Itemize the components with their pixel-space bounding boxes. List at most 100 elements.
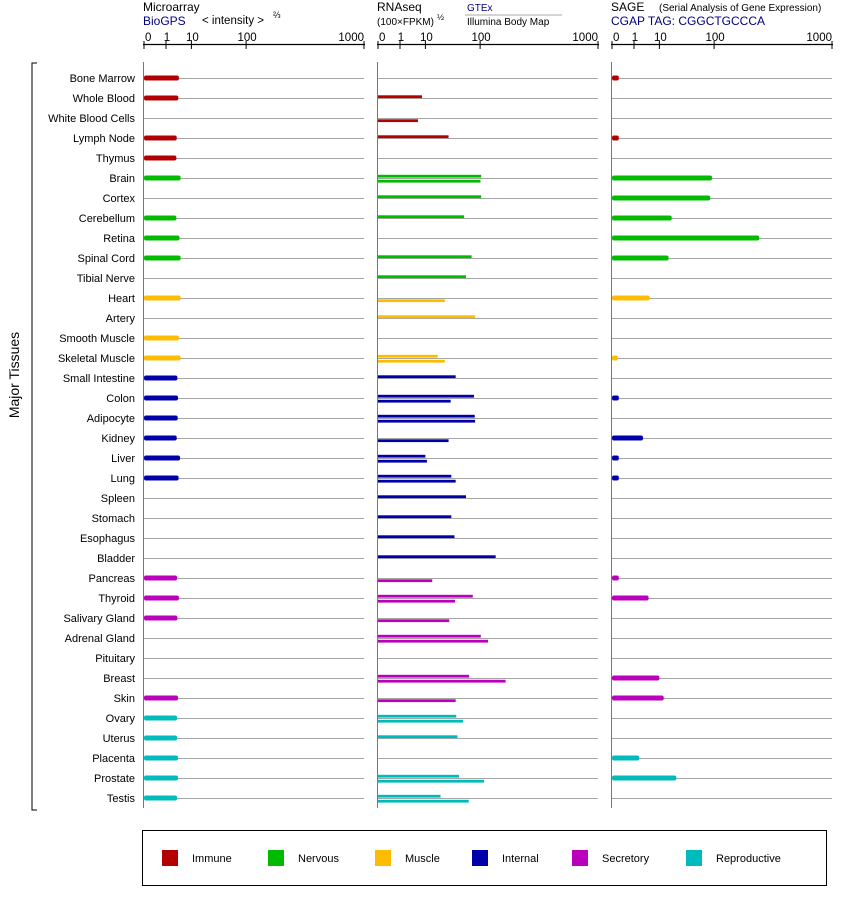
- tissue-label: Skeletal Muscle: [58, 353, 135, 365]
- x-tick-label: 0: [145, 32, 151, 44]
- bar-rnaseq-ibm: [378, 459, 427, 463]
- bar-sage: [612, 675, 660, 681]
- legend-label: Reproductive: [716, 853, 781, 865]
- bar-sage: [612, 475, 619, 481]
- tissue-label: Small Intestine: [63, 373, 135, 385]
- tissue-label: Salivary Gland: [63, 613, 135, 625]
- x-tick-label: 0: [379, 32, 385, 44]
- bar-microarray: [144, 235, 180, 241]
- tissue-label: Spinal Cord: [78, 253, 135, 265]
- y-group-label: Major Tissues: [6, 332, 22, 418]
- tissue-label: Adipocyte: [87, 413, 135, 425]
- bar-rnaseq-ibm: [378, 299, 445, 303]
- x-tick-label: 1000: [338, 32, 364, 44]
- bar-rnaseq-ibm: [378, 679, 506, 683]
- tissue-label: Liver: [111, 453, 135, 465]
- bar-rnaseq-gtex: [378, 535, 455, 539]
- x-tick-label: 100: [706, 32, 725, 44]
- tissue-label: Cerebellum: [79, 213, 135, 225]
- tissue-label: Lung: [111, 473, 135, 485]
- bar-microarray: [144, 615, 178, 621]
- bar-rnaseq-ibm: [378, 179, 481, 183]
- bar-sage: [612, 755, 640, 761]
- bar-microarray: [144, 795, 178, 801]
- bar-microarray: [144, 215, 177, 221]
- bar-rnaseq-gtex: [378, 414, 475, 418]
- microarray-source: BioGPS: [143, 14, 186, 28]
- bar-rnaseq-ibm: [378, 439, 449, 443]
- bar-microarray: [144, 155, 177, 161]
- tissue-label: Breast: [103, 673, 135, 685]
- tissue-label: Smooth Muscle: [59, 333, 135, 345]
- tissue-label: Placenta: [92, 753, 136, 765]
- bar-rnaseq-gtex: [378, 394, 474, 398]
- bar-rnaseq-ibm: [378, 779, 485, 783]
- x-tick-label: 10: [420, 32, 433, 44]
- bar-rnaseq-ibm: [378, 639, 488, 643]
- bar-rnaseq-gtex: [378, 174, 482, 178]
- bar-microarray: [144, 355, 181, 361]
- bar-rnaseq-gtex: [378, 594, 473, 598]
- bar-rnaseq-gtex: [378, 255, 472, 259]
- bar-rnaseq-ibm: [378, 579, 433, 583]
- tissue-label: Adrenal Gland: [65, 633, 135, 645]
- bar-sage: [612, 435, 644, 441]
- sage-title: SAGE: [611, 0, 644, 14]
- bar-rnaseq-gtex: [378, 454, 426, 458]
- x-tick-label: 1: [398, 32, 404, 44]
- legend-swatch: [268, 850, 284, 866]
- bar-microarray: [144, 475, 179, 481]
- tissue-label: Bone Marrow: [70, 73, 135, 85]
- bar-microarray: [144, 775, 179, 781]
- x-tick-label: 10: [186, 32, 199, 44]
- bar-microarray: [144, 435, 177, 441]
- bar-rnaseq-gtex: [378, 315, 476, 319]
- bar-rnaseq-ibm: [378, 699, 456, 703]
- x-tick-label: 100: [472, 32, 491, 44]
- bar-microarray: [144, 755, 179, 761]
- x-tick-label: 1: [632, 32, 638, 44]
- tissue-label: Ovary: [106, 713, 136, 725]
- tissue-label: Whole Blood: [73, 93, 135, 105]
- bar-sage: [612, 195, 711, 201]
- sage-subtitle: (Serial Analysis of Gene Expression): [659, 3, 821, 14]
- bar-rnaseq-gtex: [378, 95, 422, 99]
- tissue-label: Pancreas: [89, 573, 136, 585]
- bar-microarray: [144, 95, 179, 101]
- bar-sage: [612, 175, 713, 181]
- sage-source: CGAP TAG: CGGCTGCCCA: [611, 14, 765, 28]
- tissue-label: Esophagus: [80, 533, 136, 545]
- bar-rnaseq-ibm: [378, 619, 450, 623]
- bar-sage: [612, 695, 664, 701]
- bar-sage: [612, 355, 618, 361]
- tissue-label: Cortex: [103, 193, 136, 205]
- bar-microarray: [144, 335, 179, 341]
- rnaseq-gtex-label: GTEx: [467, 3, 493, 14]
- x-tick-label: 10: [654, 32, 667, 44]
- x-tick-label: 1000: [806, 32, 832, 44]
- bar-sage: [612, 135, 619, 141]
- x-tick-label: 0: [613, 32, 619, 44]
- bar-microarray: [144, 455, 181, 461]
- legend-swatch: [686, 850, 702, 866]
- tissue-label: Thyroid: [98, 593, 135, 605]
- bar-rnaseq-ibm: [378, 479, 456, 483]
- bar-rnaseq-gtex: [378, 774, 460, 778]
- bar-rnaseq-ibm: [378, 719, 464, 723]
- bar-microarray: [144, 295, 181, 301]
- bar-microarray: [144, 135, 177, 141]
- tissue-label: Colon: [106, 393, 135, 405]
- tissue-label: Retina: [103, 233, 136, 245]
- tissue-label: Pituitary: [95, 653, 135, 665]
- bar-microarray: [144, 715, 178, 721]
- x-tick-label: 1000: [572, 32, 598, 44]
- bar-rnaseq-gtex: [378, 794, 441, 798]
- bar-rnaseq-ibm: [378, 359, 445, 363]
- tissue-label: Heart: [108, 293, 135, 305]
- bar-rnaseq-ibm: [378, 599, 456, 603]
- tissue-label: Prostate: [94, 773, 135, 785]
- bar-sage: [612, 595, 649, 601]
- bar-sage: [612, 255, 669, 261]
- rnaseq-unit: (100×FPKM): [377, 17, 434, 28]
